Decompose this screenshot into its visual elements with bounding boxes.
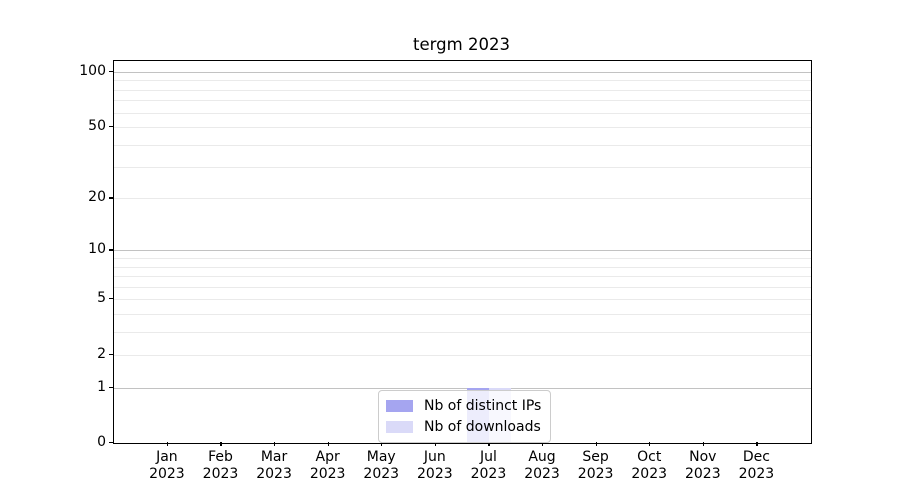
gridline-minor-30 bbox=[114, 167, 811, 169]
gridline-minor-20 bbox=[114, 198, 811, 200]
x-tick-label-dec: Dec 2023 bbox=[724, 449, 788, 482]
y-tick-mark-100 bbox=[109, 71, 114, 73]
gridline-minor-70 bbox=[114, 100, 811, 102]
x-tick-mark-jul bbox=[488, 442, 490, 447]
x-tick-month: Jan bbox=[156, 449, 178, 465]
y-tick-mark-1 bbox=[109, 386, 114, 388]
legend: Nb of distinct IPs Nb of downloads bbox=[378, 390, 552, 443]
y-tick-mark-20 bbox=[109, 197, 114, 199]
gridline-major-1 bbox=[114, 387, 811, 389]
x-tick-mark-may bbox=[381, 442, 383, 447]
gridline-minor-6 bbox=[114, 286, 811, 288]
x-tick-month: Sep bbox=[582, 449, 609, 465]
x-tick-year: 2023 bbox=[309, 465, 346, 482]
x-tick-mark-jan bbox=[166, 442, 169, 447]
gridline-minor-2 bbox=[114, 354, 811, 356]
x-tick-label-may: May 2023 bbox=[349, 449, 413, 482]
x-tick-label-jan: Jan 2023 bbox=[135, 449, 199, 482]
gridline-minor-90 bbox=[114, 80, 811, 82]
x-tick-year: 2023 bbox=[577, 465, 614, 482]
x-tick-mark-sep bbox=[595, 442, 597, 447]
legend-item-distinct-ips: Nb of distinct IPs bbox=[386, 395, 541, 416]
y-tick-mark-5 bbox=[109, 298, 114, 300]
gridline-minor-4 bbox=[114, 313, 811, 315]
y-tick-mark-50 bbox=[109, 125, 114, 128]
y-tick-label-100: 100 bbox=[79, 63, 106, 79]
x-tick-label-jun: Jun 2023 bbox=[403, 449, 467, 482]
x-tick-year: 2023 bbox=[202, 465, 239, 482]
x-tick-mark-aug bbox=[542, 442, 544, 447]
gridline-minor-8 bbox=[114, 266, 811, 268]
y-tick-label-5: 5 bbox=[97, 290, 106, 307]
legend-label-distinct-ips: Nb of distinct IPs bbox=[424, 397, 542, 414]
x-tick-mark-jun bbox=[434, 442, 437, 447]
x-tick-year: 2023 bbox=[631, 465, 668, 482]
legend-swatch-distinct-ips bbox=[386, 399, 413, 412]
x-tick-month: Mar bbox=[260, 449, 288, 465]
gridline-minor-5 bbox=[114, 299, 811, 301]
x-tick-mark-feb bbox=[220, 442, 222, 447]
y-tick-mark-2 bbox=[109, 353, 114, 356]
x-tick-label-apr: Apr 2023 bbox=[296, 449, 360, 482]
y-tick-label-10: 10 bbox=[88, 241, 106, 258]
plot-area bbox=[113, 60, 812, 444]
x-tick-year: 2023 bbox=[363, 465, 400, 482]
x-tick-year: 2023 bbox=[524, 465, 560, 482]
y-tick-label-0: 0 bbox=[97, 434, 106, 451]
x-tick-month: Feb bbox=[208, 449, 233, 465]
x-tick-mark-apr bbox=[327, 442, 329, 447]
x-tick-label-nov: Nov 2023 bbox=[671, 449, 735, 482]
x-tick-year: 2023 bbox=[417, 465, 453, 482]
x-tick-mark-oct bbox=[649, 442, 651, 447]
x-tick-month: Dec bbox=[742, 449, 770, 465]
x-tick-month: Jun bbox=[423, 449, 446, 465]
x-tick-month: Jul bbox=[479, 449, 497, 465]
x-tick-year: 2023 bbox=[149, 465, 185, 482]
x-tick-year: 2023 bbox=[470, 465, 507, 482]
legend-swatch-downloads bbox=[386, 420, 413, 433]
x-tick-month: Nov bbox=[689, 449, 717, 465]
gridline-major-10 bbox=[114, 250, 811, 252]
x-tick-month: Apr bbox=[315, 449, 340, 465]
y-tick-mark-10 bbox=[109, 249, 114, 251]
x-tick-label-jul: Jul 2023 bbox=[456, 449, 520, 482]
x-tick-mark-mar bbox=[274, 442, 276, 447]
y-tick-label-20: 20 bbox=[88, 189, 106, 206]
y-tick-mark-0 bbox=[109, 442, 114, 444]
gridline-minor-40 bbox=[114, 144, 811, 146]
gridline-minor-80 bbox=[114, 89, 811, 91]
gridline-minor-3 bbox=[114, 331, 811, 333]
x-tick-mark-nov bbox=[702, 442, 704, 447]
x-tick-label-feb: Feb 2023 bbox=[188, 449, 252, 482]
x-tick-year: 2023 bbox=[684, 465, 721, 482]
x-tick-month: Aug bbox=[528, 449, 556, 465]
y-tick-label-2: 2 bbox=[97, 345, 106, 362]
gridline-minor-7 bbox=[114, 276, 811, 277]
gridline-minor-9 bbox=[114, 258, 811, 260]
gridline-major-100 bbox=[114, 72, 811, 73]
legend-item-downloads: Nb of downloads bbox=[386, 416, 541, 437]
chart-title: tergm 2023 bbox=[413, 35, 510, 54]
x-tick-month: May bbox=[366, 449, 396, 465]
x-tick-label-aug: Aug 2023 bbox=[510, 449, 574, 482]
x-tick-year: 2023 bbox=[256, 465, 292, 482]
x-tick-label-mar: Mar 2023 bbox=[242, 449, 306, 482]
x-tick-mark-dec bbox=[756, 442, 758, 447]
y-tick-label-50: 50 bbox=[88, 117, 106, 134]
x-tick-label-oct: Oct 2023 bbox=[617, 449, 681, 482]
legend-label-downloads: Nb of downloads bbox=[424, 418, 541, 435]
gridline-minor-60 bbox=[114, 112, 811, 114]
x-tick-year: 2023 bbox=[738, 465, 775, 482]
x-tick-label-sep: Sep 2023 bbox=[564, 449, 628, 482]
y-tick-label-1: 1 bbox=[97, 378, 106, 395]
gridline-minor-50 bbox=[114, 126, 811, 128]
x-tick-month: Oct bbox=[637, 449, 662, 465]
